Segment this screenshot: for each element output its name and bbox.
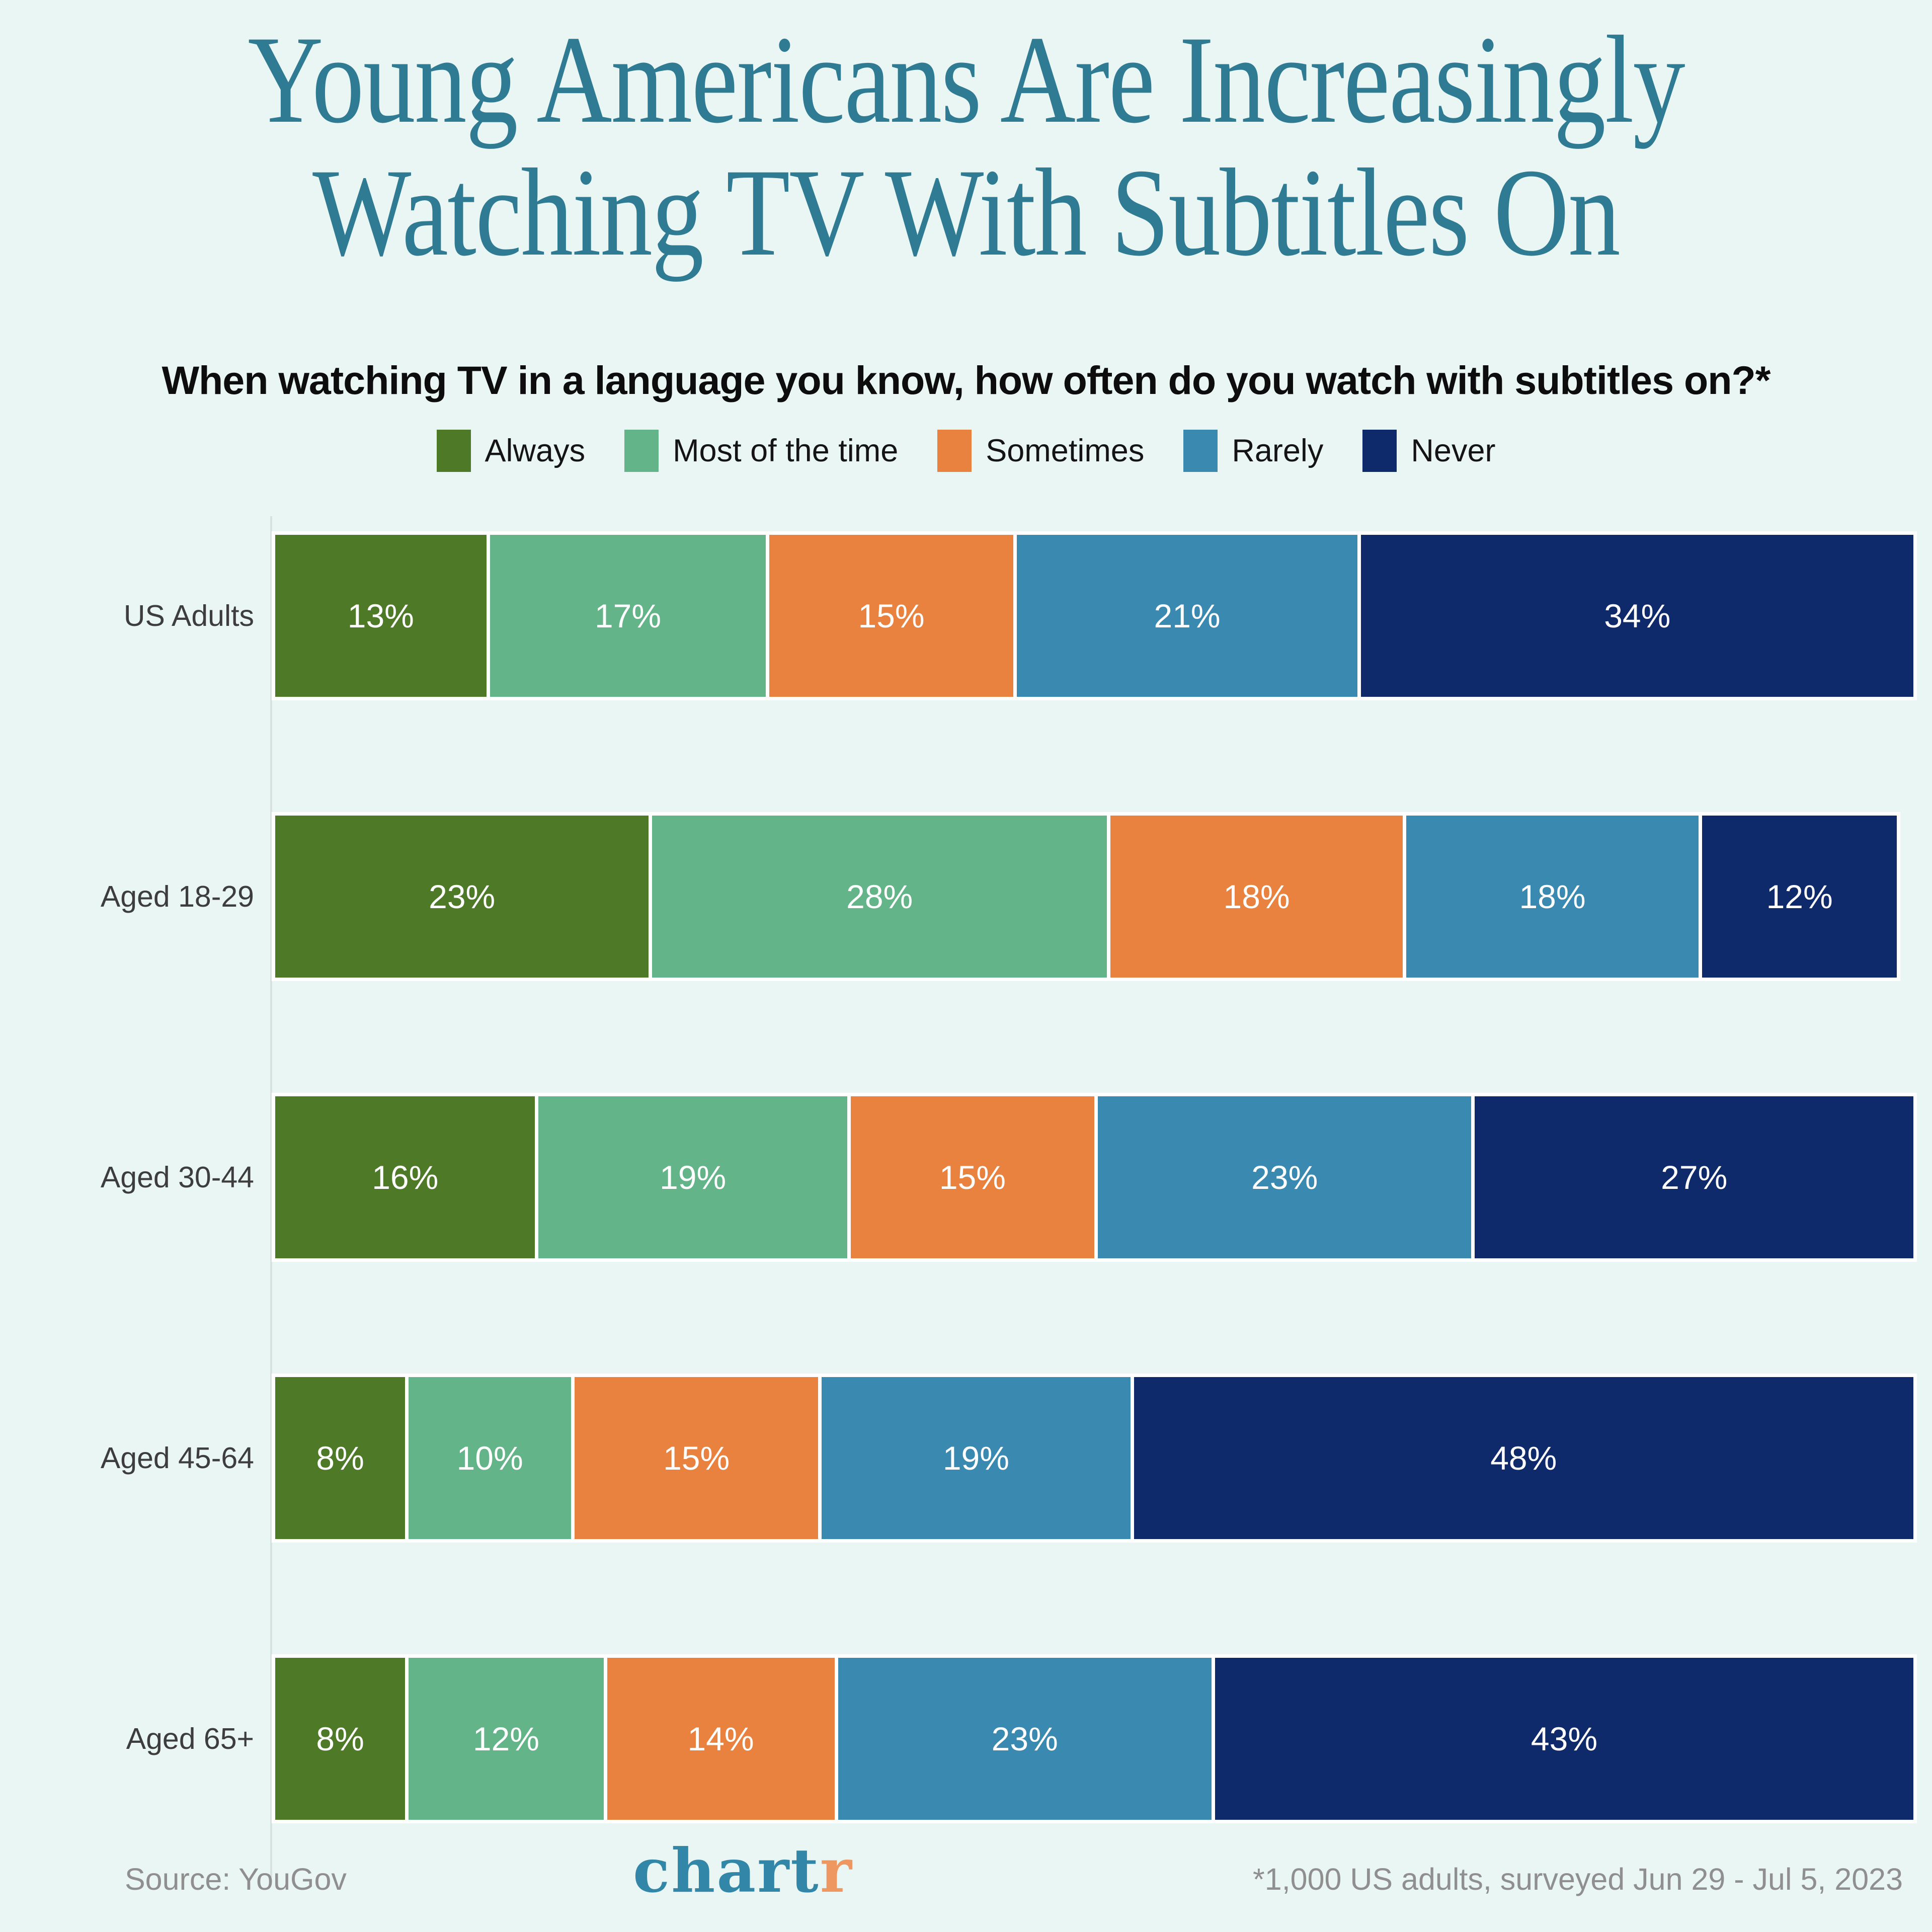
segment-value: 16%	[372, 1159, 439, 1196]
legend: Always Most of the time Sometimes Rarely Nev…	[0, 430, 1932, 472]
stacked-bar: 23% 28% 18% 18% 12%	[272, 812, 1901, 982]
bar-area: 8% 12% 14% 23% 43%	[272, 1654, 1917, 1824]
bar-segment-most-of-the-time: 10%	[405, 1377, 572, 1540]
legend-swatch	[1362, 430, 1397, 472]
page-title-line-2: Watching TV With Subtitles On	[312, 143, 1621, 282]
legend-label: Never	[1411, 433, 1496, 469]
survey-question-subtitle: When watching TV in a language you know,…	[162, 358, 1770, 403]
bar-segment-never: 34%	[1357, 535, 1913, 697]
bar-area: 8% 10% 15% 19% 48%	[272, 1374, 1917, 1543]
category-label: Aged 30-44	[100, 1161, 254, 1194]
segment-value: 13%	[347, 597, 414, 635]
legend-swatch	[436, 430, 471, 472]
legend-swatch	[1183, 430, 1218, 472]
stacked-bar: 8% 10% 15% 19% 48%	[272, 1374, 1917, 1543]
segment-value: 14%	[687, 1720, 754, 1758]
bar-segment-never: 12%	[1699, 816, 1897, 978]
chart-row: Aged 18-29 23% 28% 18% 18% 12%	[0, 812, 1917, 982]
legend-swatch	[624, 430, 659, 472]
segment-value: 12%	[472, 1720, 539, 1758]
bar-segment-sometimes: 15%	[571, 1377, 819, 1540]
segment-value: 21%	[1154, 597, 1221, 635]
legend-swatch	[937, 430, 972, 472]
category-label: US Adults	[123, 599, 254, 633]
footer: Source: YouGov chartr *1,000 US adults, …	[0, 1835, 1932, 1926]
segment-value: 15%	[858, 597, 925, 635]
segment-value: 8%	[316, 1720, 364, 1758]
category-label: Aged 65+	[126, 1722, 254, 1756]
segment-value: 28%	[846, 878, 913, 916]
chart-row: Aged 45-64 8% 10% 15% 19% 48%	[0, 1374, 1917, 1543]
survey-footnote: *1,000 US adults, surveyed Jun 29 - Jul …	[1253, 1862, 1903, 1896]
segment-value: 34%	[1604, 597, 1671, 635]
chart-rows: US Adults 13% 17% 15% 21% 34% Aged 18-29 23% 28%…	[0, 531, 1917, 1824]
bar-segment-never: 48%	[1130, 1377, 1913, 1540]
chart-row: Aged 65+ 8% 12% 14% 23% 43%	[0, 1654, 1917, 1824]
bar-segment-rarely: 19%	[818, 1377, 1131, 1540]
segment-value: 17%	[594, 597, 662, 635]
stacked-bar: 16% 19% 15% 23% 27%	[272, 1093, 1917, 1262]
bar-segment-rarely: 18%	[1403, 816, 1699, 978]
bar-segment-rarely: 23%	[834, 1658, 1212, 1820]
chartr-logo-part1: chart	[633, 1835, 820, 1906]
bar-segment-sometimes: 18%	[1107, 816, 1403, 978]
bar-segment-rarely: 23%	[1094, 1096, 1472, 1259]
segment-value: 8%	[316, 1439, 364, 1477]
bar-segment-always: 8%	[275, 1377, 406, 1540]
segment-value: 18%	[1519, 878, 1586, 916]
bar-segment-rarely: 21%	[1013, 535, 1358, 697]
source-credit: Source: YouGov	[125, 1862, 347, 1896]
segment-value: 15%	[663, 1439, 730, 1477]
page-title: Young Americans Are Increasingly Watchin…	[0, 13, 1932, 342]
segment-value: 15%	[939, 1159, 1006, 1196]
bar-segment-most-of-the-time: 17%	[486, 535, 766, 697]
chart-row: US Adults 13% 17% 15% 21% 34%	[0, 531, 1917, 701]
bar-area: 23% 28% 18% 18% 12%	[272, 812, 1917, 982]
bar-area: 16% 19% 15% 23% 27%	[272, 1093, 1917, 1262]
stacked-bar-chart: US Adults 13% 17% 15% 21% 34% Aged 18-29 23% 28%…	[0, 516, 1917, 1878]
legend-label: Sometimes	[986, 433, 1145, 469]
bar-segment-most-of-the-time: 28%	[649, 816, 1107, 978]
legend-item-never: Never	[1362, 430, 1495, 472]
chart-row: Aged 30-44 16% 19% 15% 23% 27%	[0, 1093, 1917, 1262]
bar-segment-never: 27%	[1471, 1096, 1913, 1259]
bar-segment-always: 16%	[275, 1096, 535, 1259]
chartr-logo-part2: r	[820, 1835, 853, 1906]
bar-segment-most-of-the-time: 19%	[535, 1096, 847, 1259]
segment-value: 10%	[456, 1439, 523, 1477]
legend-label: Most of the time	[673, 433, 899, 469]
legend-item-rarely: Rarely	[1183, 430, 1323, 472]
segment-value: 23%	[1251, 1159, 1318, 1196]
bar-segment-sometimes: 15%	[847, 1096, 1094, 1259]
stacked-bar: 13% 17% 15% 21% 34%	[272, 531, 1917, 701]
legend-item-sometimes: Sometimes	[937, 430, 1144, 472]
legend-label: Rarely	[1232, 433, 1324, 469]
category-label: Aged 18-29	[100, 880, 254, 914]
segment-value: 43%	[1531, 1720, 1598, 1758]
bar-segment-sometimes: 14%	[603, 1658, 835, 1820]
segment-value: 23%	[991, 1720, 1058, 1758]
legend-label: Always	[485, 433, 586, 469]
legend-item-always: Always	[436, 430, 586, 472]
bar-segment-never: 43%	[1211, 1658, 1913, 1820]
legend-item-most-of-the-time: Most of the time	[624, 430, 898, 472]
bar-segment-sometimes: 15%	[766, 535, 1013, 697]
page-title-line-1: Young Americans Are Increasingly	[248, 10, 1685, 149]
segment-value: 48%	[1490, 1439, 1557, 1477]
bar-segment-most-of-the-time: 12%	[405, 1658, 604, 1820]
bar-segment-always: 23%	[275, 816, 649, 978]
segment-value: 19%	[660, 1159, 727, 1196]
infographic: Young Americans Are Increasingly Watchin…	[0, 13, 1932, 1932]
segment-value: 19%	[942, 1439, 1009, 1477]
segment-value: 18%	[1223, 878, 1290, 916]
segment-value: 12%	[1766, 878, 1833, 916]
stacked-bar: 8% 12% 14% 23% 43%	[272, 1654, 1917, 1824]
bar-segment-always: 13%	[275, 535, 487, 697]
bar-segment-always: 8%	[275, 1658, 406, 1820]
segment-value: 23%	[429, 878, 496, 916]
bar-area: 13% 17% 15% 21% 34%	[272, 531, 1917, 701]
segment-value: 27%	[1661, 1159, 1728, 1196]
category-label: Aged 45-64	[100, 1441, 254, 1475]
chartr-logo: chartr	[633, 1835, 853, 1906]
